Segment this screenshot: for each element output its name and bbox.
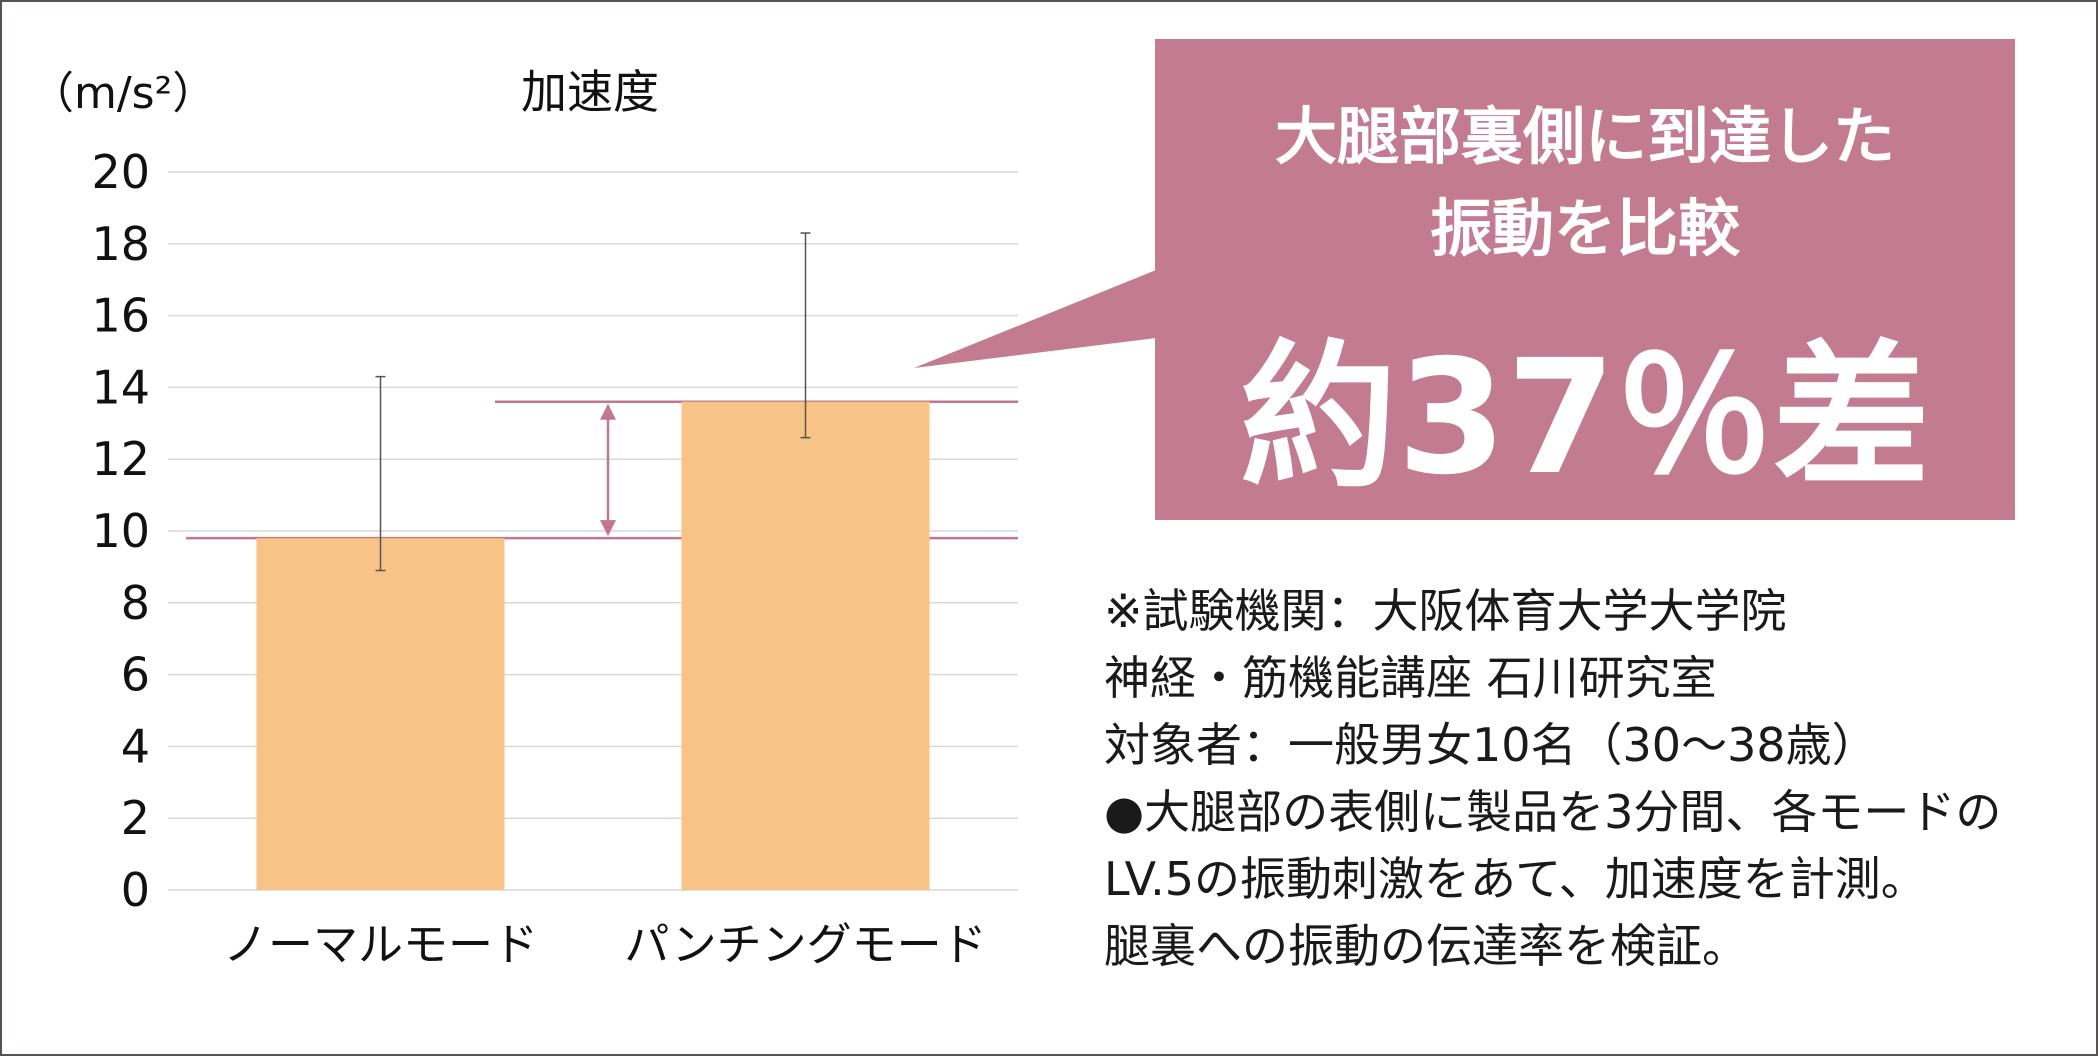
- note-line: 神経・筋機能講座 石川研究室: [1104, 651, 1717, 705]
- note-line: 対象者：一般男女10名（30～38歳）: [1104, 718, 1878, 772]
- callout-headline-line2: 振動を比較: [1430, 192, 1741, 265]
- note-line: ※試験機関：大阪体育大学大学院: [1104, 584, 1787, 638]
- y-tick-label: 8: [121, 576, 150, 630]
- x-axis-categories: ノーマルモード パンチングモード: [223, 918, 987, 971]
- callout-box: [1155, 39, 2015, 520]
- callout-pointer: [914, 270, 1156, 368]
- study-notes: ※試験機関：大阪体育大学大学院 神経・筋機能講座 石川研究室 対象者：一般男女1…: [1104, 578, 2084, 980]
- note-line: ●大腿部の表側に製品を3分間、各モードの: [1104, 785, 2002, 839]
- y-tick-label: 20: [91, 145, 150, 199]
- y-tick-label: 14: [91, 360, 150, 414]
- y-tick-label: 12: [91, 432, 150, 486]
- y-tick-label: 0: [121, 863, 150, 917]
- callout-headline-line1: 大腿部裏側に到達した: [1275, 100, 1895, 173]
- y-tick-label: 18: [91, 217, 150, 271]
- y-tick-label: 4: [121, 719, 150, 773]
- bar: [256, 538, 505, 890]
- error-bars: [375, 232, 811, 572]
- y-tick-label: 2: [121, 791, 150, 845]
- y-axis-unit-label: （m/s²）: [30, 68, 216, 119]
- difference-arrow-head-up: [600, 403, 616, 420]
- x-category-label: パンチングモード: [624, 918, 986, 971]
- difference-arrow-head-down: [600, 520, 616, 537]
- bar: [681, 401, 930, 890]
- callout-percentage-difference: 約37％差: [1240, 326, 1930, 510]
- y-tick-label: 6: [121, 648, 150, 702]
- y-axis-ticks: 0 2 4 6 8 10 12 14 16 18 20: [91, 145, 150, 917]
- x-category-label: ノーマルモード: [223, 918, 538, 971]
- callout-bubble: 大腿部裏側に到達した 振動を比較 約37％差: [914, 39, 2015, 520]
- chart-title: 加速度: [521, 65, 659, 119]
- y-tick-label: 10: [91, 504, 150, 558]
- y-tick-label: 16: [91, 289, 150, 343]
- note-line: LV.5の振動刺激をあて、加速度を計測。: [1104, 852, 1927, 906]
- note-line: 腿裏への振動の伝達率を検証。: [1104, 919, 1748, 973]
- bars: [256, 401, 930, 890]
